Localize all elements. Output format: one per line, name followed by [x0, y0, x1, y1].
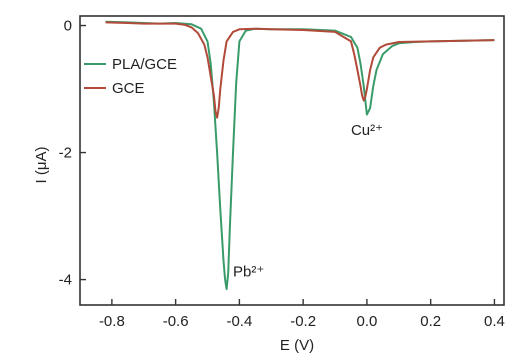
x-tick-label: 0.2	[420, 313, 441, 330]
x-tick-label: -0.4	[226, 313, 252, 330]
y-tick-label: -4	[59, 272, 72, 289]
plot-frame	[79, 15, 505, 306]
legend-label: GCE	[112, 80, 145, 97]
peak-annotation: Pb²⁺	[233, 263, 264, 280]
y-tick-label: -2	[59, 145, 72, 162]
series-line-gce	[105, 21, 495, 119]
x-tick-label: -0.6	[163, 313, 189, 330]
series-group	[105, 20, 495, 291]
x-tick-label: -0.8	[99, 313, 125, 330]
legend: PLA/GCE GCE	[84, 56, 177, 97]
y-axis-ticks: 0 -2 -4	[59, 18, 86, 289]
x-axis-label: E (V)	[280, 337, 314, 354]
annotations: Pb²⁺ Cu²⁺	[233, 122, 383, 281]
series-line-pla-gce	[105, 20, 495, 291]
peak-annotation: Cu²⁺	[351, 122, 383, 139]
x-tick-label: 0.4	[484, 313, 505, 330]
x-tick-label: 0.0	[356, 313, 377, 330]
x-axis-ticks: -0.8 -0.6 -0.4 -0.2 0.0 0.2 0.4	[99, 299, 505, 330]
y-tick-label: 0	[64, 18, 72, 35]
legend-label: PLA/GCE	[112, 56, 177, 73]
y-axis-label: I (μA)	[33, 147, 50, 184]
x-tick-label: -0.2	[290, 313, 316, 330]
